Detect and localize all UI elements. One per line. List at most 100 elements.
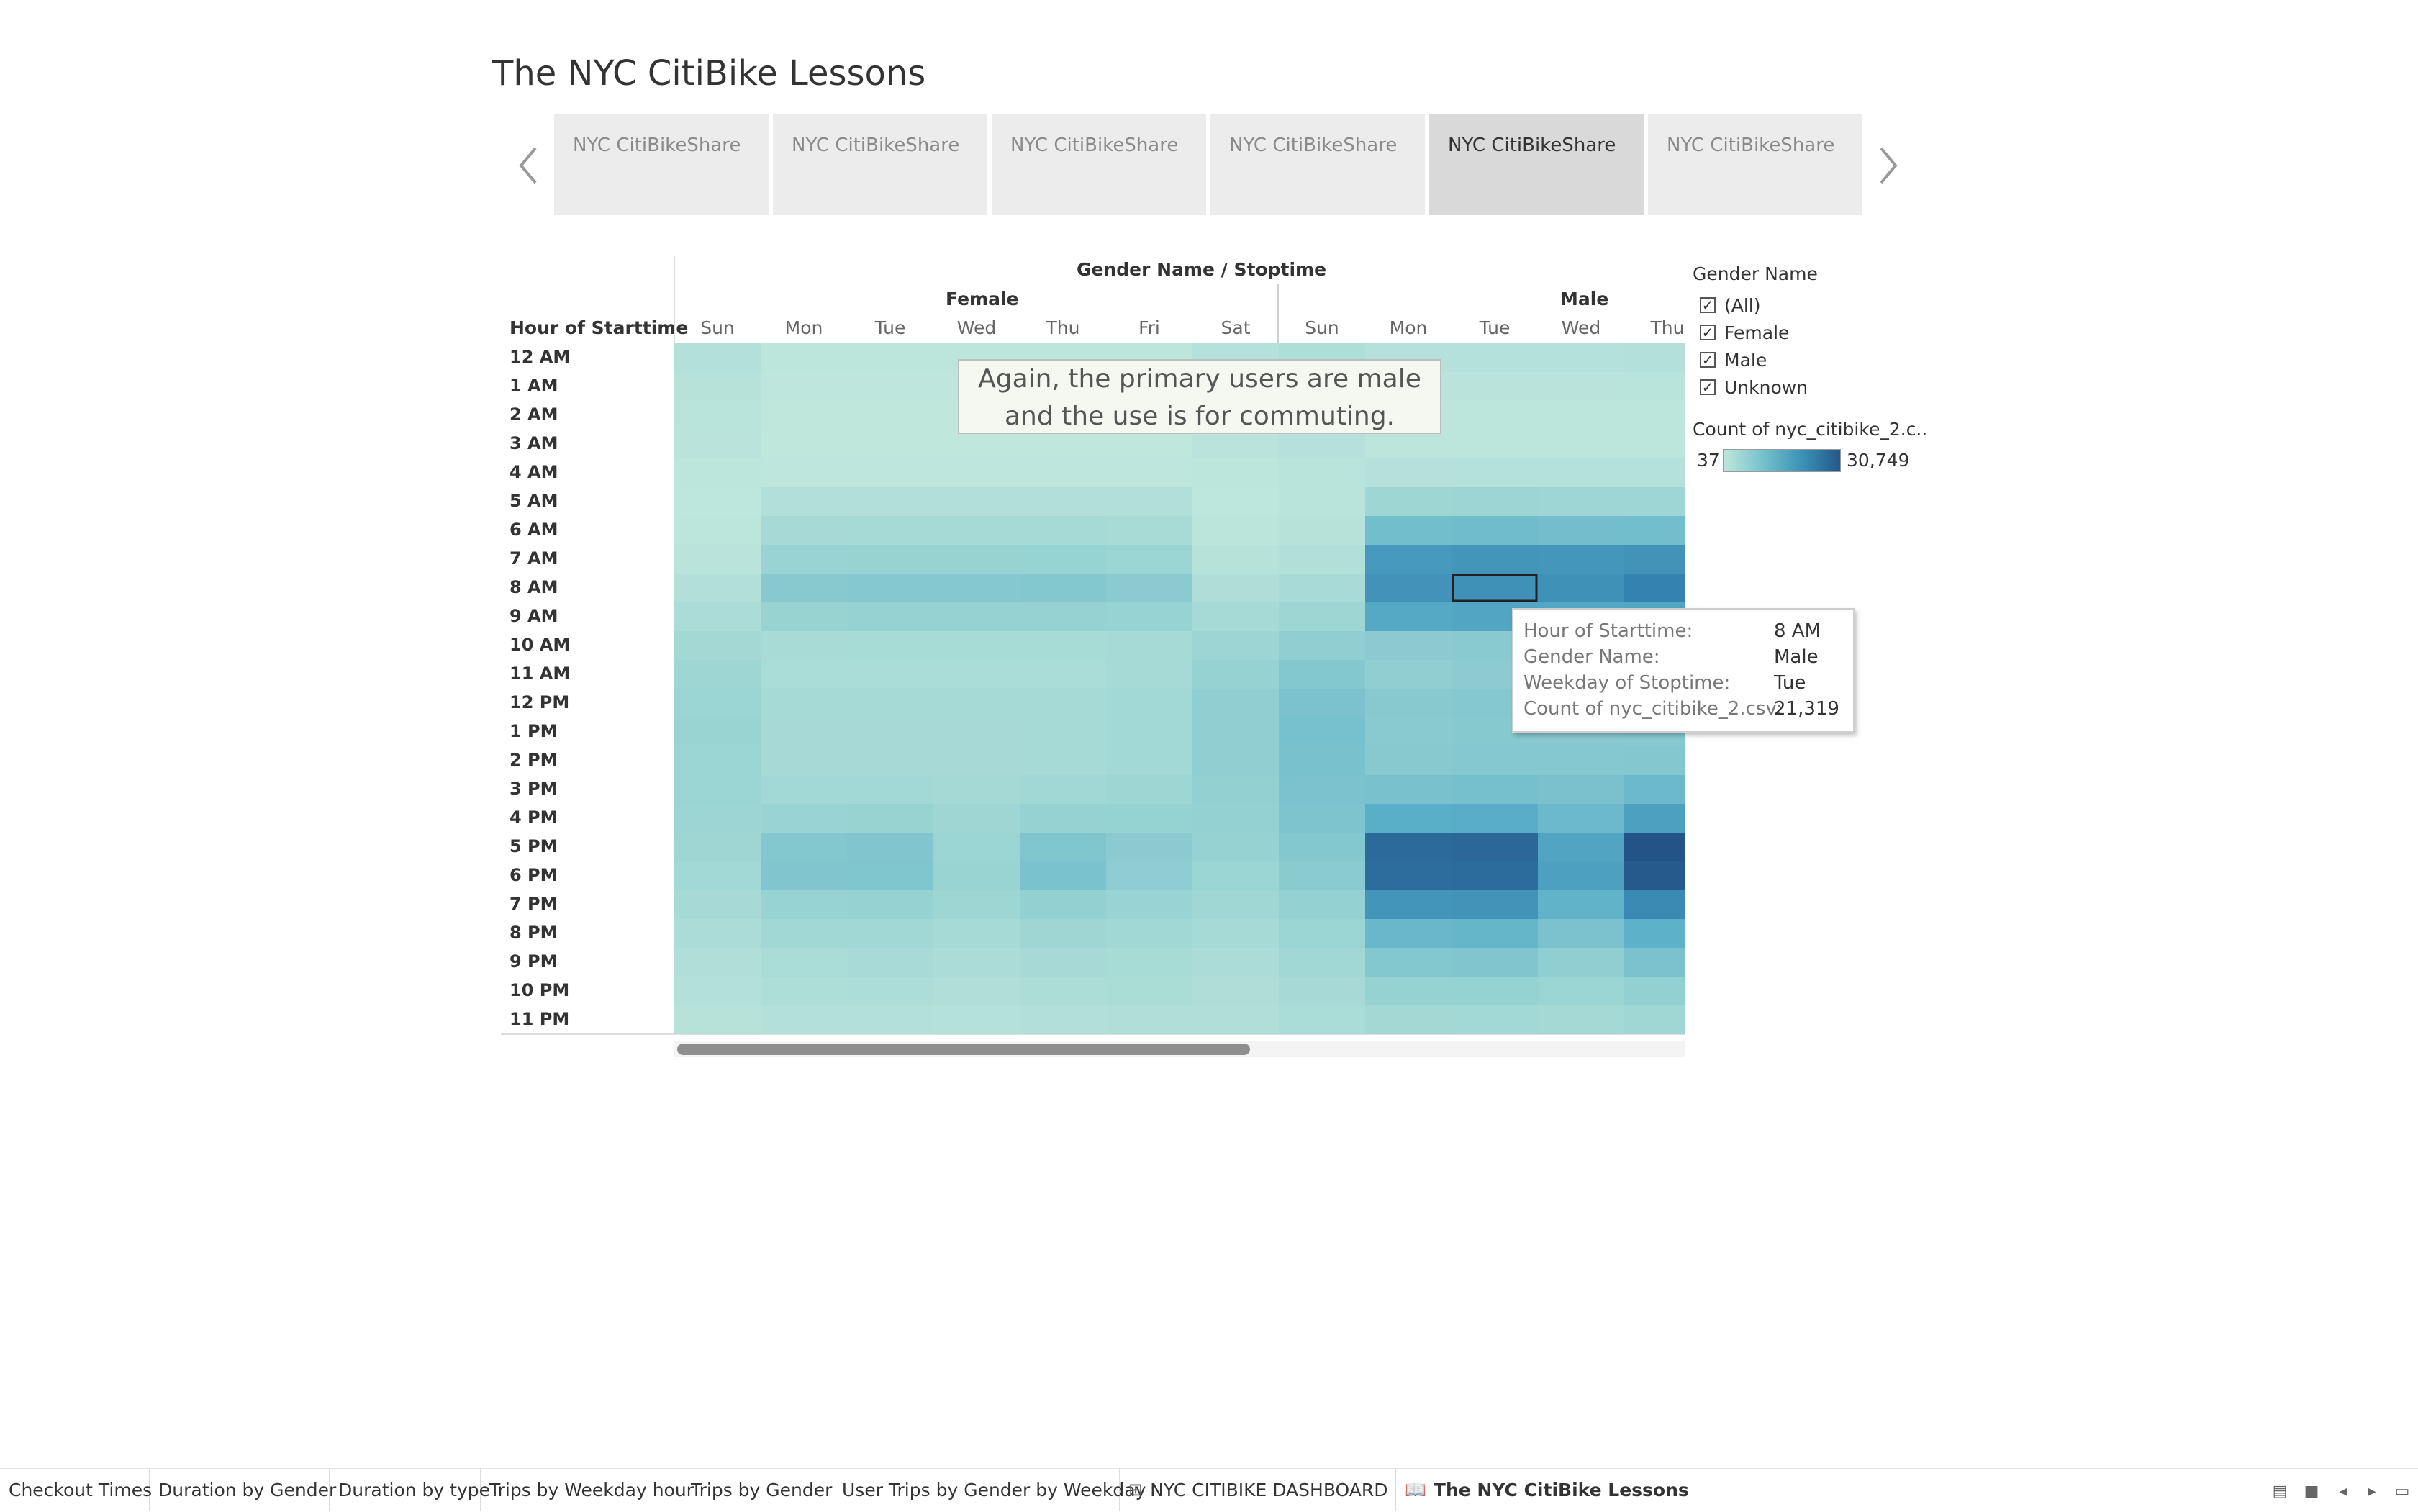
heatmap-cell[interactable] xyxy=(1106,919,1192,948)
heatmap-cell[interactable] xyxy=(1365,545,1452,574)
heatmap-cell[interactable] xyxy=(1365,833,1452,861)
heatmap-cell[interactable] xyxy=(1279,430,1365,458)
heatmap-cell[interactable] xyxy=(933,487,1020,516)
heatmap-cell[interactable] xyxy=(1624,372,1685,401)
heatmap-cell[interactable] xyxy=(1106,775,1192,804)
story-point-5[interactable]: NYC CitiBikeShare xyxy=(1429,114,1644,215)
heatmap-cell[interactable] xyxy=(933,631,1020,660)
heatmap-cell[interactable] xyxy=(1106,487,1192,516)
heatmap-cell[interactable] xyxy=(847,804,933,833)
presentation-mode-icon[interactable]: ▭ xyxy=(2394,1482,2410,1500)
heatmap-cell[interactable] xyxy=(761,401,847,430)
selected-heatmap-cell[interactable] xyxy=(1452,574,1538,602)
tab-duration-by-type[interactable]: Duration by type xyxy=(330,1468,490,1511)
heatmap-cell[interactable] xyxy=(1452,861,1538,890)
heatmap-cell[interactable] xyxy=(1279,516,1365,545)
heatmap-cell[interactable] xyxy=(1538,833,1624,861)
heatmap-cell[interactable] xyxy=(1365,1005,1452,1034)
heatmap-cell[interactable] xyxy=(1020,833,1106,861)
heatmap-cell[interactable] xyxy=(847,401,933,430)
heatmap-cell[interactable] xyxy=(1452,890,1538,919)
heatmap-cell[interactable] xyxy=(674,948,761,977)
story-point-1[interactable]: NYC CitiBikeShare xyxy=(554,114,769,215)
heatmap-cell[interactable] xyxy=(933,574,1020,602)
heatmap-cell[interactable] xyxy=(933,804,1020,833)
heatmap-cell[interactable] xyxy=(1365,919,1452,948)
heatmap-cell[interactable] xyxy=(1020,458,1106,487)
heatmap-cell[interactable] xyxy=(674,833,761,861)
heatmap-cell[interactable] xyxy=(847,458,933,487)
heatmap-cell[interactable] xyxy=(1020,775,1106,804)
heatmap-cell[interactable] xyxy=(1192,977,1279,1005)
heatmap-cell[interactable] xyxy=(1538,861,1624,890)
heatmap-cell[interactable] xyxy=(1365,948,1452,977)
heatmap-cell[interactable] xyxy=(1192,545,1279,574)
heatmap-cell[interactable] xyxy=(1106,804,1192,833)
heatmap-cell[interactable] xyxy=(1020,804,1106,833)
heatmap-cell[interactable] xyxy=(1192,890,1279,919)
heatmap-cell[interactable] xyxy=(1020,948,1106,977)
heatmap-cell[interactable] xyxy=(933,746,1020,775)
heatmap-cell[interactable] xyxy=(761,833,847,861)
heatmap-cell[interactable] xyxy=(761,660,847,689)
heatmap-cell[interactable] xyxy=(1538,804,1624,833)
heatmap-cell[interactable] xyxy=(1538,746,1624,775)
heatmap-cell[interactable] xyxy=(1624,516,1685,545)
heatmap-cell[interactable] xyxy=(933,717,1020,746)
heatmap-cell[interactable] xyxy=(1624,401,1685,430)
heatmap-cell[interactable] xyxy=(761,545,847,574)
heatmap-cell[interactable] xyxy=(1538,372,1624,401)
tab-trips-by-gender[interactable]: Trips by Gender xyxy=(682,1468,833,1511)
heatmap-cell[interactable] xyxy=(1624,833,1685,861)
heatmap-cell[interactable] xyxy=(1020,689,1106,717)
heatmap-cell[interactable] xyxy=(1624,1005,1685,1034)
heatmap-cell[interactable] xyxy=(1020,919,1106,948)
heatmap-cell[interactable] xyxy=(933,948,1020,977)
heatmap-cell[interactable] xyxy=(1279,948,1365,977)
heatmap-cell[interactable] xyxy=(674,804,761,833)
heatmap-cell[interactable] xyxy=(1365,516,1452,545)
tab-the-nyc-citibike-lessons[interactable]: 📖 The NYC CitiBike Lessons xyxy=(1396,1468,1689,1511)
heatmap-cell[interactable] xyxy=(1538,919,1624,948)
heatmap-cell[interactable] xyxy=(1192,574,1279,602)
heatmap-cell[interactable] xyxy=(1020,631,1106,660)
heatmap-cell[interactable] xyxy=(1020,545,1106,574)
heatmap-cell[interactable] xyxy=(847,977,933,1005)
heatmap-cell[interactable] xyxy=(933,977,1020,1005)
heatmap-cell[interactable] xyxy=(933,545,1020,574)
heatmap-cell[interactable] xyxy=(1624,343,1685,372)
heatmap-cell[interactable] xyxy=(1279,804,1365,833)
heatmap-cell[interactable] xyxy=(847,343,933,372)
heatmap-cell[interactable] xyxy=(761,717,847,746)
heatmap-cell[interactable] xyxy=(1106,660,1192,689)
heatmap-cell[interactable] xyxy=(1624,574,1685,602)
heatmap-cell[interactable] xyxy=(1365,631,1452,660)
heatmap-cell[interactable] xyxy=(761,775,847,804)
heatmap-cell[interactable] xyxy=(1538,948,1624,977)
film-strip-icon[interactable]: ▤ xyxy=(2272,1482,2288,1500)
heatmap-cell[interactable] xyxy=(674,430,761,458)
heatmap-cell[interactable] xyxy=(761,574,847,602)
heatmap-cell[interactable] xyxy=(1106,1005,1192,1034)
heatmap-cell[interactable] xyxy=(1106,689,1192,717)
heatmap-cell[interactable] xyxy=(1279,631,1365,660)
heatmap-cell[interactable] xyxy=(1279,660,1365,689)
heatmap-cell[interactable] xyxy=(1538,574,1624,602)
heatmap-cell[interactable] xyxy=(761,948,847,977)
heatmap-cell[interactable] xyxy=(1624,919,1685,948)
heatmap-cell[interactable] xyxy=(1192,948,1279,977)
filter-male-checkbox[interactable]: ✓ Male xyxy=(1700,348,1767,372)
heatmap-cell[interactable] xyxy=(761,890,847,919)
heatmap-cell[interactable] xyxy=(1624,487,1685,516)
heatmap-cell[interactable] xyxy=(1106,430,1192,458)
heatmap-cell[interactable] xyxy=(761,372,847,401)
heatmap-cell[interactable] xyxy=(1624,977,1685,1005)
heatmap-cell[interactable] xyxy=(1538,775,1624,804)
heatmap-cell[interactable] xyxy=(761,977,847,1005)
heatmap-cell[interactable] xyxy=(761,516,847,545)
heatmap-cell[interactable] xyxy=(1192,861,1279,890)
heatmap-cell[interactable] xyxy=(1106,516,1192,545)
heatmap-cell[interactable] xyxy=(1365,746,1452,775)
heatmap-cell[interactable] xyxy=(847,890,933,919)
heatmap-cell[interactable] xyxy=(674,861,761,890)
